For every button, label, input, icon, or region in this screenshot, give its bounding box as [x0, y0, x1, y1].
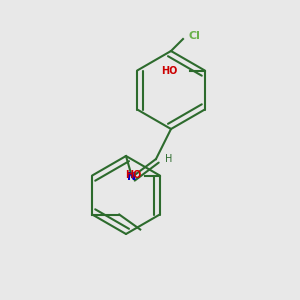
Text: Cl: Cl: [189, 31, 201, 41]
Text: HO: HO: [161, 65, 178, 76]
Text: H: H: [165, 154, 172, 164]
Text: N: N: [128, 172, 136, 182]
Text: HO: HO: [125, 170, 142, 181]
